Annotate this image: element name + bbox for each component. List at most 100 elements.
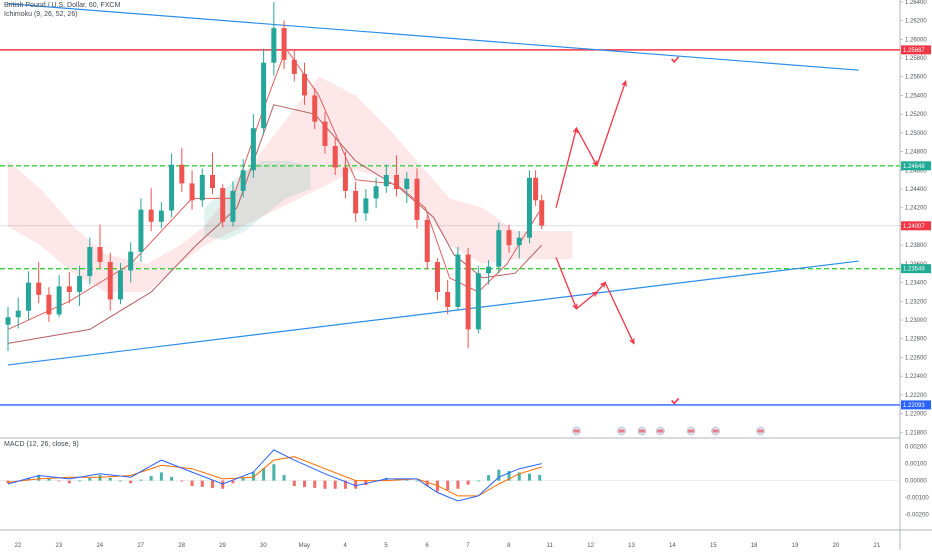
- time-tick-label: 13: [628, 543, 635, 549]
- candle-body: [46, 294, 52, 315]
- scenario-segment: [596, 282, 606, 293]
- candle-body: [465, 254, 471, 330]
- macd-tick-label: 0.00000: [905, 479, 927, 485]
- macd-histogram-bar: [118, 480, 122, 482]
- macd-histogram-bar: [497, 469, 501, 481]
- candle-body: [486, 266, 492, 274]
- candle-body: [353, 190, 359, 214]
- price-tick-label: 1.22200: [905, 393, 927, 399]
- trend-line-1: [7, 3, 859, 71]
- candle-body: [533, 177, 539, 201]
- price-badge: [901, 45, 931, 55]
- economic-event-flag: [618, 429, 625, 433]
- time-tick-label: 12: [587, 543, 594, 549]
- scenario-arrow-1: [555, 79, 627, 208]
- candle-body: [383, 174, 389, 187]
- candle-body: [414, 178, 420, 220]
- candle-body: [117, 270, 123, 300]
- time-tick-label: 20: [833, 543, 840, 549]
- candle-body: [250, 128, 256, 171]
- time-tick-label: 14: [669, 543, 676, 549]
- time-tick-label: 24: [96, 543, 103, 549]
- candle-body: [77, 276, 83, 292]
- candle-body: [220, 188, 226, 222]
- time-tick-label: 11: [547, 543, 554, 549]
- price-tick-label: 1.24800: [905, 150, 927, 156]
- macd-tick-label: -0.00100: [905, 496, 929, 502]
- price-tick-label: 1.25800: [905, 56, 927, 62]
- macd-histogram: [6, 464, 542, 492]
- candle-body: [138, 209, 144, 252]
- candle-body: [230, 190, 236, 222]
- scenario-segment: [575, 127, 598, 166]
- price-tick-label: 1.25200: [905, 112, 927, 118]
- macd-legend[interactable]: MACD (12, 26, close, 9): [4, 441, 79, 448]
- macd-line: [7, 449, 542, 502]
- candle-body: [148, 209, 154, 222]
- candle-body: [107, 262, 113, 300]
- trend-line-2: [7, 260, 859, 366]
- scenario-arrowhead: [621, 79, 627, 87]
- time-tick-label: 22: [15, 543, 22, 549]
- macd-histogram-bar: [88, 477, 92, 481]
- macd-histogram-bar: [67, 480, 71, 484]
- candle-body: [25, 282, 31, 311]
- price-tick-label: 1.25400: [905, 93, 927, 99]
- macd-histogram-bar: [190, 480, 194, 487]
- economic-event-flag: [688, 429, 695, 433]
- economic-event-flag: [712, 429, 719, 433]
- price-tick-label: 1.23200: [905, 299, 927, 305]
- macd-histogram-bar: [446, 480, 450, 491]
- macd-histogram-bar: [200, 480, 204, 487]
- price-tick-label: 1.22600: [905, 355, 927, 361]
- scenario-arrow-2: [555, 257, 635, 345]
- macd-histogram-bar: [292, 480, 296, 487]
- candle-body: [394, 174, 400, 190]
- price-badge: [901, 161, 931, 171]
- ichimoku-legend[interactable]: Ichimoku (9, 26, 52, 26): [4, 11, 78, 18]
- price-tick-label: 1.21800: [905, 430, 927, 436]
- price-tick-label: 1.23800: [905, 243, 927, 249]
- candle-body: [539, 200, 545, 226]
- scenario-segment: [555, 128, 578, 208]
- price-badge-label: 1.24007: [903, 224, 925, 230]
- candle-body: [404, 178, 410, 190]
- macd-histogram-bar: [108, 477, 112, 481]
- price-badge-label: 1.22093: [903, 403, 925, 409]
- scenario-segment: [555, 257, 578, 310]
- macd-tick-label: 0.00100: [905, 462, 927, 468]
- candle-body: [240, 170, 246, 191]
- scenario-arrowhead: [600, 281, 607, 288]
- candle-body: [455, 254, 461, 307]
- candle-body: [291, 59, 297, 74]
- candle-body: [271, 28, 277, 63]
- macd-histogram-bar: [47, 477, 51, 481]
- candle-body: [445, 291, 451, 307]
- macd-histogram-bar: [343, 480, 347, 489]
- macd-histogram-bar: [221, 480, 225, 489]
- candle-body: [475, 273, 481, 330]
- scenario-segment: [576, 291, 598, 310]
- candle-body: [302, 73, 308, 96]
- candle-body: [97, 247, 103, 263]
- candle-body: [332, 145, 338, 168]
- price-scale: 1.26400 1.26200 1.26000 1.25800 1.25600 1.254…: [900, 0, 927, 436]
- macd-histogram-bar: [282, 475, 286, 481]
- macd-histogram-bar: [466, 480, 470, 485]
- candle-body: [36, 282, 42, 295]
- time-tick-label: 30: [260, 543, 267, 549]
- macd-histogram-bar: [26, 477, 30, 481]
- macd-histogram-bar: [57, 480, 61, 482]
- candle-body: [5, 317, 11, 325]
- macd-histogram-bar: [149, 476, 153, 481]
- candle-body: [373, 186, 379, 199]
- symbol-title[interactable]: British Pound / U.S. Dollar, 60, FXCM: [4, 2, 121, 9]
- candle-body: [516, 237, 522, 246]
- candle-body: [199, 174, 205, 201]
- candle-body: [342, 167, 348, 191]
- price-tick-label: 1.26000: [905, 37, 927, 43]
- macd-histogram-bar: [487, 475, 491, 481]
- candle-body: [424, 219, 430, 263]
- macd-histogram-bar: [333, 480, 337, 489]
